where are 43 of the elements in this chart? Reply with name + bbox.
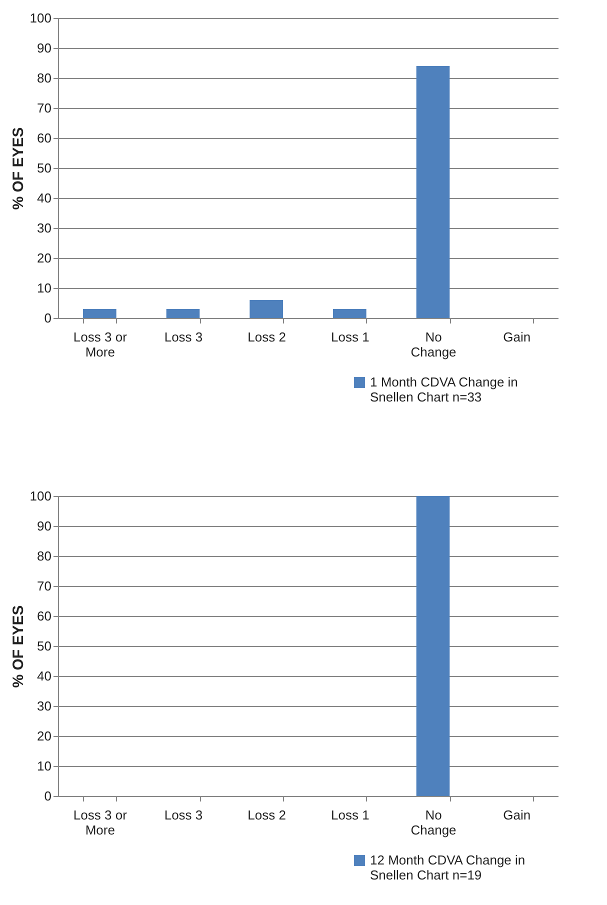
y-tick-label: 10 — [37, 280, 52, 296]
y-tick-label: 90 — [37, 40, 52, 56]
legend-label: 12 Month CDVA Change in Snellen Chart n=19 — [370, 852, 526, 882]
bar — [416, 66, 450, 318]
y-tick-label: 20 — [37, 250, 52, 266]
y-tick-label: 50 — [37, 638, 52, 654]
y-tick-label: 100 — [30, 488, 52, 504]
y-tick-label: 20 — [37, 728, 52, 744]
y-tick-label: 0 — [44, 788, 52, 804]
x-tick-label: No Change — [410, 330, 456, 360]
x-tick-label: Loss 1 — [331, 808, 370, 822]
x-tick-label: Loss 2 — [248, 330, 286, 344]
y-tick-label: 90 — [37, 518, 52, 534]
x-tick-label: Loss 1 — [331, 330, 370, 344]
x-tick-label: Loss 3 or More — [73, 808, 128, 838]
x-tick-label: Loss 3 — [164, 808, 203, 822]
bar — [166, 309, 200, 318]
y-tick-label: 0 — [44, 310, 52, 326]
y-tick-label: 10 — [37, 758, 52, 774]
y-tick-label: 30 — [37, 698, 52, 714]
bar — [333, 309, 366, 318]
y-axis-title: % OF EYES — [10, 605, 27, 688]
y-axis-title: % OF EYES — [10, 127, 27, 210]
x-tick-label: Gain — [503, 808, 531, 822]
x-tick-label: Gain — [503, 330, 531, 344]
y-tick-label: 60 — [37, 608, 52, 624]
bar — [250, 300, 283, 318]
legend-label: 1 Month CDVA Change in Snellen Chart n=33 — [370, 374, 518, 404]
y-tick-label: 80 — [37, 70, 52, 86]
x-tick-label: Loss 3 or More — [73, 330, 128, 360]
y-tick-label: 40 — [37, 668, 52, 684]
y-tick-label: 70 — [37, 578, 52, 594]
x-tick-label: Loss 2 — [248, 808, 286, 822]
y-tick-label: 100 — [30, 10, 52, 26]
x-tick-label: No Change — [410, 808, 456, 838]
y-tick-label: 30 — [37, 220, 52, 236]
bar — [83, 309, 116, 318]
y-tick-label: 50 — [37, 160, 52, 176]
x-tick-label: Loss 3 — [164, 330, 203, 344]
y-tick-label: 80 — [37, 548, 52, 564]
y-tick-label: 70 — [37, 100, 52, 116]
y-tick-label: 40 — [37, 190, 52, 206]
y-tick-label: 60 — [37, 130, 52, 146]
